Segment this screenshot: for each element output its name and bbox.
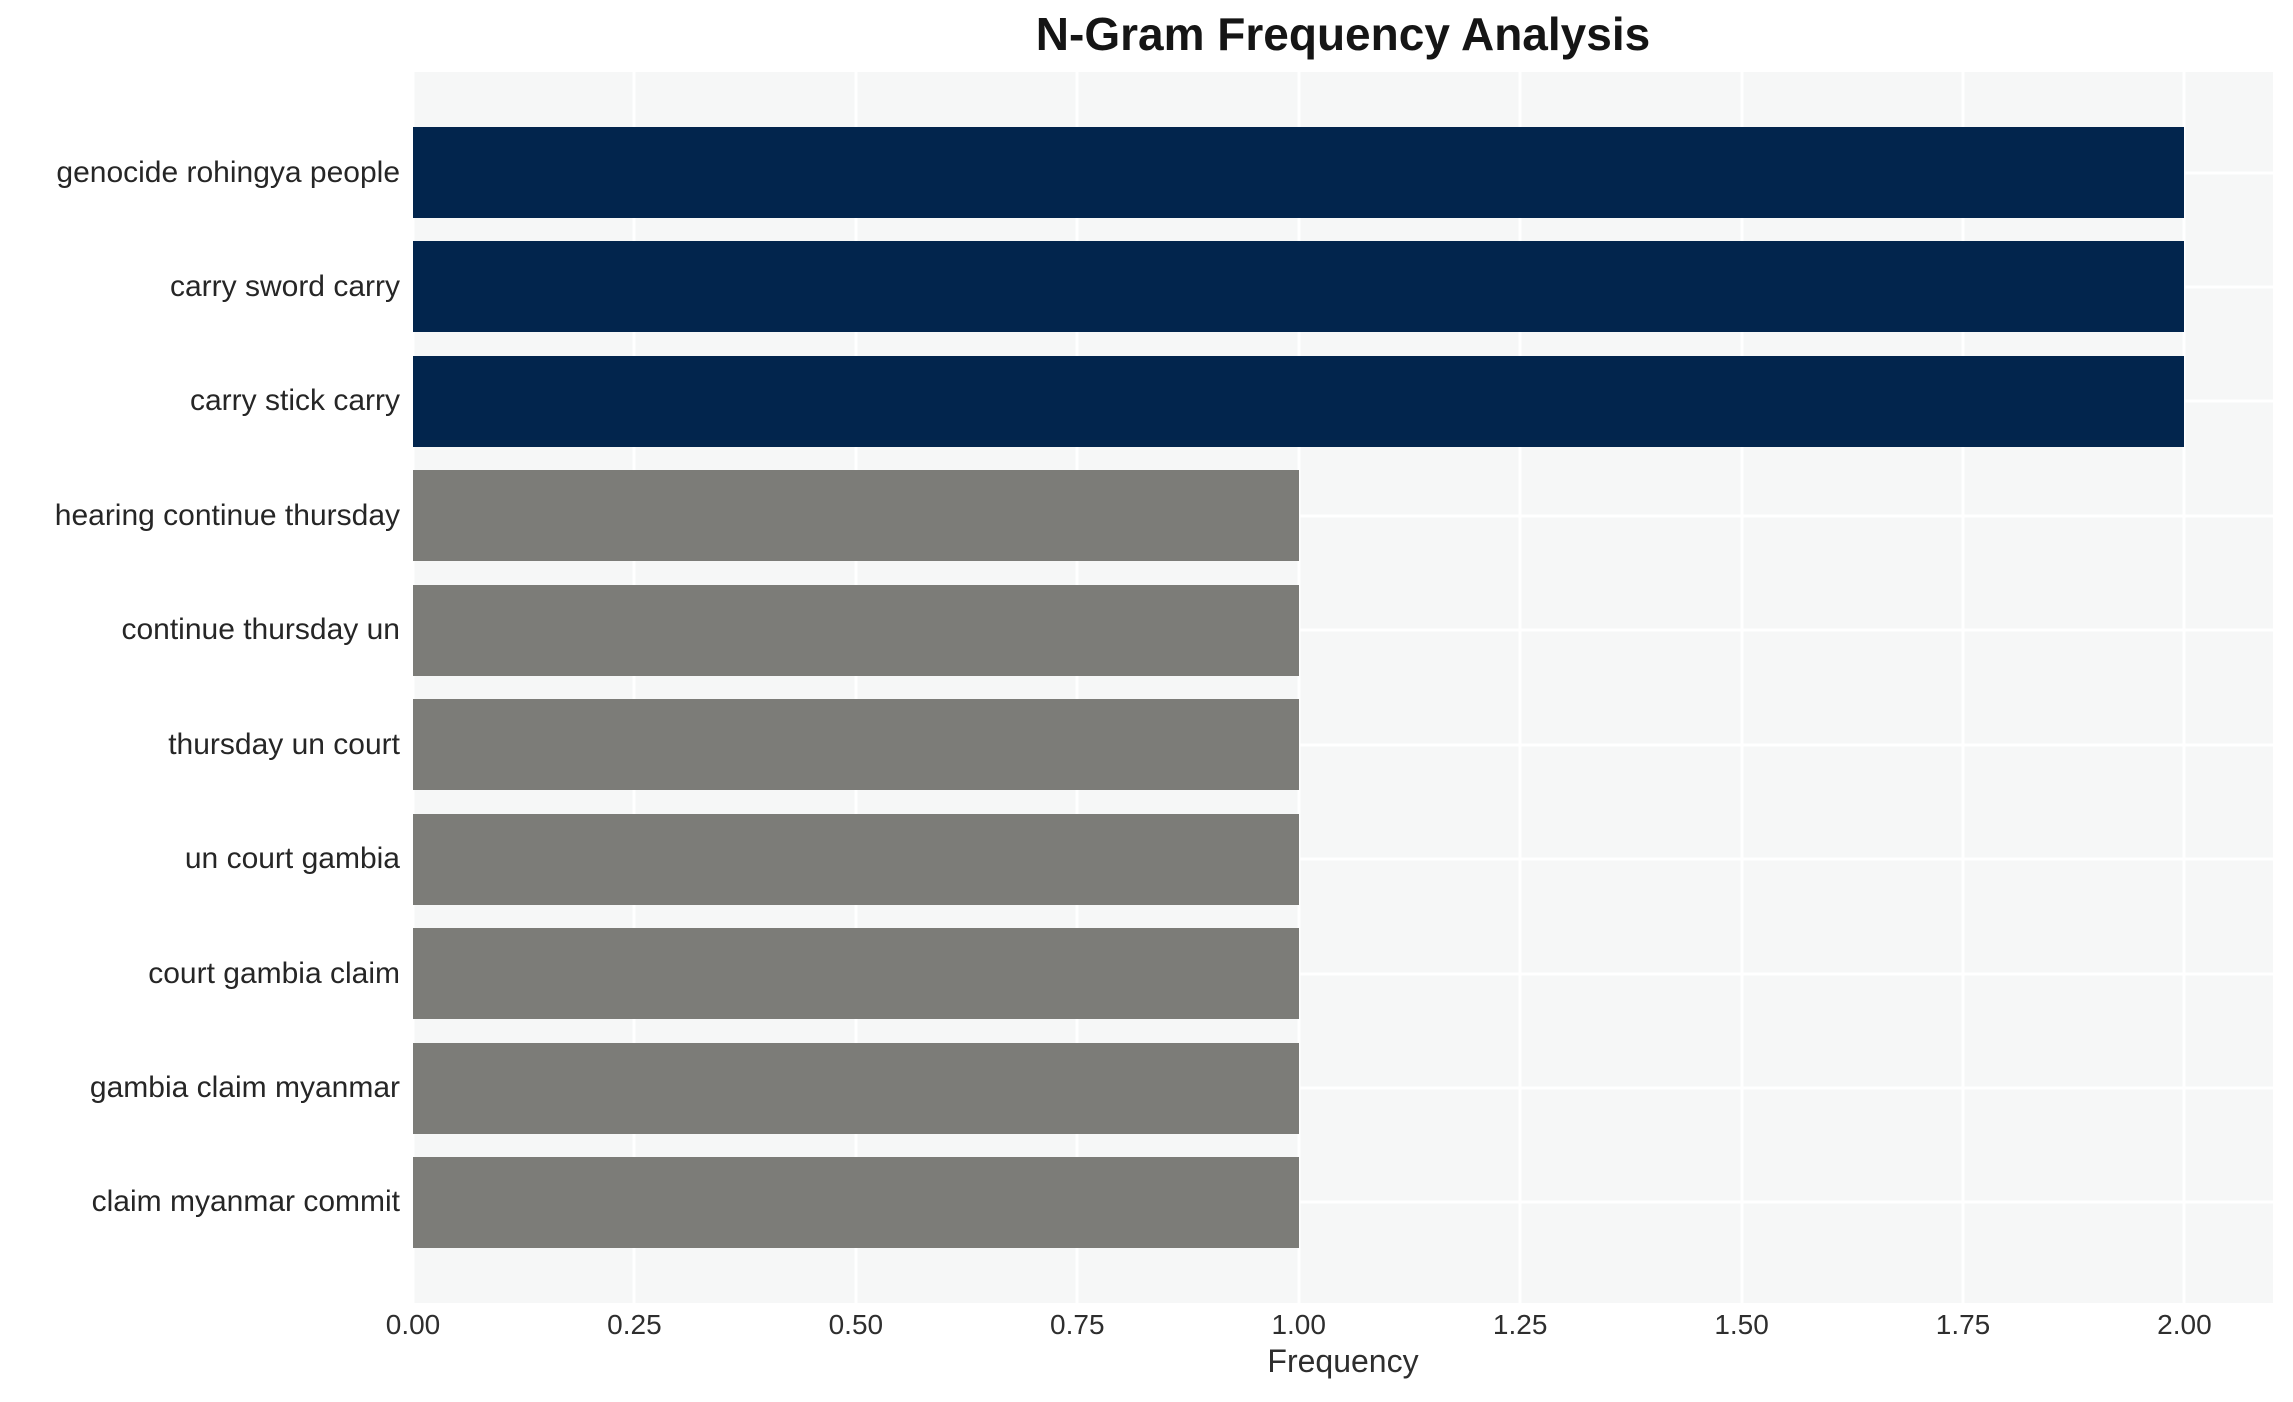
y-tick-label-thursday-un-court: thursday un court <box>168 727 400 761</box>
y-tick-label-claim-myanmar-commit: claim myanmar commit <box>91 1185 400 1219</box>
x-tick-label-1.75: 1.75 <box>1935 1309 1991 1340</box>
bar-continue-thursday-un <box>413 584 1299 676</box>
bar-genocide-rohingya-people <box>413 127 2185 218</box>
y-gridline <box>413 514 2273 518</box>
x-gridline-0.75 <box>1075 72 1079 1303</box>
y-tick-label-carry-sword-carry: carry sword carry <box>169 269 400 303</box>
x-gridline-0.00 <box>411 72 415 1303</box>
bar-thursday-un-court <box>413 699 1299 791</box>
x-axis-ticks: 0.00 0.25 0.50 0.75 1.00 1.25 1.50 1.75 2.00 <box>386 1309 2273 1345</box>
x-tick-label-1.25: 1.25 <box>1492 1309 1548 1340</box>
x-gridline-1.25 <box>1518 72 1522 1303</box>
bar-carry-sword-carry <box>413 241 2185 333</box>
x-tick-label-0.50: 0.50 <box>828 1309 884 1340</box>
y-tick-label-carry-stick-carry: carry stick carry <box>190 384 400 418</box>
chart-title: N-Gram Frequency Analysis <box>1035 8 1651 60</box>
x-gridline-1.00 <box>1297 72 1301 1303</box>
x-gridline-2.00 <box>2182 72 2186 1303</box>
bar-gambia-claim-myanmar <box>413 1042 1299 1134</box>
y-gridline <box>413 628 2273 632</box>
y-gridline <box>413 1086 2273 1090</box>
x-tick-label-0.25: 0.25 <box>607 1309 662 1340</box>
bar-claim-myanmar-commit <box>413 1156 1299 1248</box>
x-tick-label-0.75: 0.75 <box>1050 1309 1105 1340</box>
x-axis-title: Frequency <box>1267 1343 1419 1379</box>
x-gridline-0.50 <box>854 72 858 1303</box>
plot-area <box>411 72 2273 1303</box>
x-gridline-0.25 <box>632 72 636 1303</box>
x-tick-label-1.00: 1.00 <box>1271 1309 1326 1340</box>
y-gridline <box>413 743 2273 747</box>
x-gridline-1.75 <box>1961 72 1965 1303</box>
y-tick-label-continue-thursday-un: continue thursday un <box>121 613 400 647</box>
bar-carry-stick-carry <box>413 355 2185 447</box>
bar-hearing-continue-thursday <box>413 470 1299 562</box>
y-axis-labels: genocide rohingya people carry sword carr… <box>0 72 413 1303</box>
y-tick-label-hearing-continue-thursday: hearing continue thursday <box>54 498 400 532</box>
bar-court-gambia-claim <box>413 928 1299 1020</box>
y-tick-label-genocide-rohingya-people: genocide rohingya people <box>56 155 400 189</box>
x-tick-label-1.50: 1.50 <box>1714 1309 1769 1340</box>
y-tick-label-court-gambia-claim: court gambia claim <box>148 956 400 990</box>
y-gridline <box>413 972 2273 976</box>
x-tick-label-0.00: 0.00 <box>385 1309 441 1340</box>
bar-un-court-gambia <box>413 813 1299 905</box>
y-tick-label-un-court-gambia: un court gambia <box>184 842 400 876</box>
y-gridline <box>413 857 2273 861</box>
x-gridline-1.50 <box>1740 72 1744 1303</box>
y-gridline <box>413 1200 2273 1204</box>
y-tick-label-gambia-claim-myanmar: gambia claim myanmar <box>89 1071 400 1105</box>
x-tick-label-2.00: 2.00 <box>2157 1309 2212 1340</box>
